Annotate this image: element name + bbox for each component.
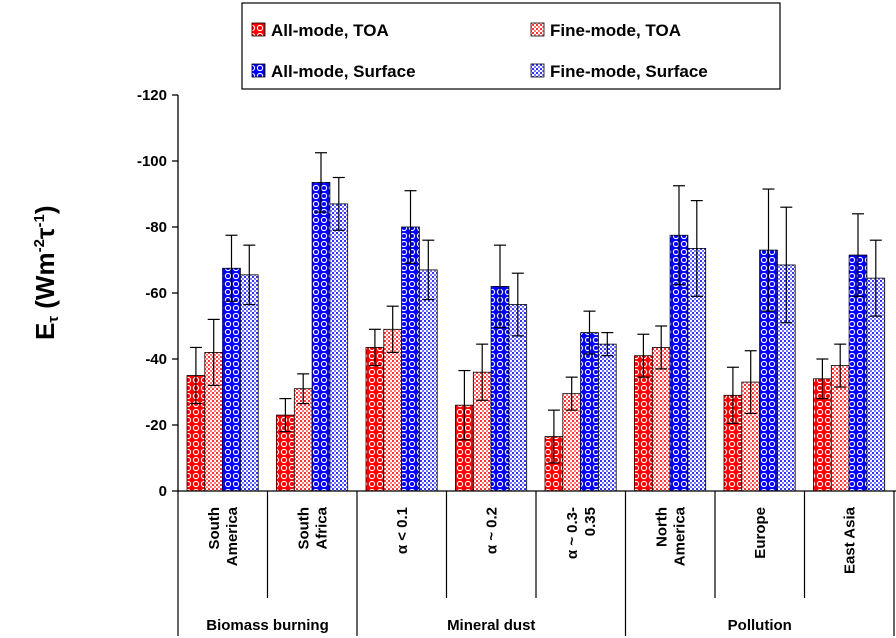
legend-swatch-fine-mode-toa xyxy=(530,22,545,37)
legend-label-all-mode-surface: All-mode, Surface xyxy=(271,62,416,81)
category-label: α ~ 0.2 xyxy=(483,507,500,554)
y-tick-label: -40 xyxy=(145,351,167,368)
category-label-line: America xyxy=(224,506,241,566)
bar-all-mode-toa xyxy=(365,347,385,492)
bar-all-mode-surface xyxy=(311,182,331,492)
y-axis-label: Eτ (Wm-2τ-1) xyxy=(30,205,62,340)
y-tick-label: 0 xyxy=(159,483,167,500)
legend-label-all-mode-toa: All-mode, TOA xyxy=(271,21,389,40)
category-label-line: 0.35 xyxy=(582,507,599,536)
legend-item-fine-mode-toa: Fine-mode, TOA xyxy=(530,21,681,40)
legend-swatch-fine-mode-surface xyxy=(530,63,545,78)
bar-fine-mode-surface xyxy=(239,274,259,492)
bars xyxy=(186,152,886,492)
legend-label-fine-mode-surface: Fine-mode, Surface xyxy=(550,62,708,81)
bar-fine-mode-toa xyxy=(383,328,402,492)
category-label-line: Africa xyxy=(313,506,330,549)
category-label-line: North xyxy=(653,507,670,547)
category-label-line: South xyxy=(206,507,223,550)
bar-all-mode-surface xyxy=(580,332,599,492)
category-label-line: East Asia xyxy=(841,506,858,574)
category-label: SouthAmerica xyxy=(206,506,241,566)
category-label: SouthAfrica xyxy=(295,506,330,549)
category-label-line: America xyxy=(671,506,688,566)
category-label-line: α ~ 0.2 xyxy=(483,507,500,554)
group-label: Pollution xyxy=(728,617,792,634)
legend-swatch-all-mode-surface xyxy=(251,63,266,78)
category-label: Europe xyxy=(752,507,769,559)
category-label-line: Europe xyxy=(752,507,769,559)
bar-fine-mode-surface xyxy=(329,203,349,492)
category-label-line: α < 0.1 xyxy=(394,507,411,554)
group-label: Mineral dust xyxy=(447,617,535,634)
legend: All-mode, TOA Fine-mode, TOA All-mode, S… xyxy=(241,2,781,90)
category-label: East Asia xyxy=(841,506,858,574)
y-tick-label: -80 xyxy=(145,219,167,236)
category-label-line: South xyxy=(295,507,312,550)
legend-item-all-mode-toa: All-mode, TOA xyxy=(251,21,389,40)
category-label: α < 0.1 xyxy=(394,507,411,554)
legend-box xyxy=(241,2,781,90)
y-tick-label: -20 xyxy=(145,417,167,434)
legend-item-fine-mode-surface: Fine-mode, Surface xyxy=(530,62,708,81)
y-tick-label: -100 xyxy=(137,153,167,170)
legend-swatch-all-mode-toa xyxy=(251,22,266,37)
bar-fine-mode-surface xyxy=(418,269,438,492)
group-label: Biomass burning xyxy=(206,617,329,634)
legend-label-fine-mode-toa: Fine-mode, TOA xyxy=(550,21,681,40)
y-tick-label: -60 xyxy=(145,285,167,302)
category-label: NorthAmerica xyxy=(653,506,688,566)
legend-item-all-mode-surface: All-mode, Surface xyxy=(251,62,416,81)
bar-fine-mode-surface xyxy=(598,343,617,492)
y-axis: 0 -20 -40 -60 -80 -100 -120 xyxy=(137,87,179,500)
y-tick-label: -120 xyxy=(137,87,167,104)
x-axis: SouthAmerica SouthAfrica α < 0.1 α ~ 0.2 α ~… xyxy=(177,490,896,636)
bar-all-mode-surface xyxy=(401,226,420,492)
category-label-line: α ~ 0.3- xyxy=(564,507,581,559)
category-label: α ~ 0.3-0.35 xyxy=(564,507,599,559)
